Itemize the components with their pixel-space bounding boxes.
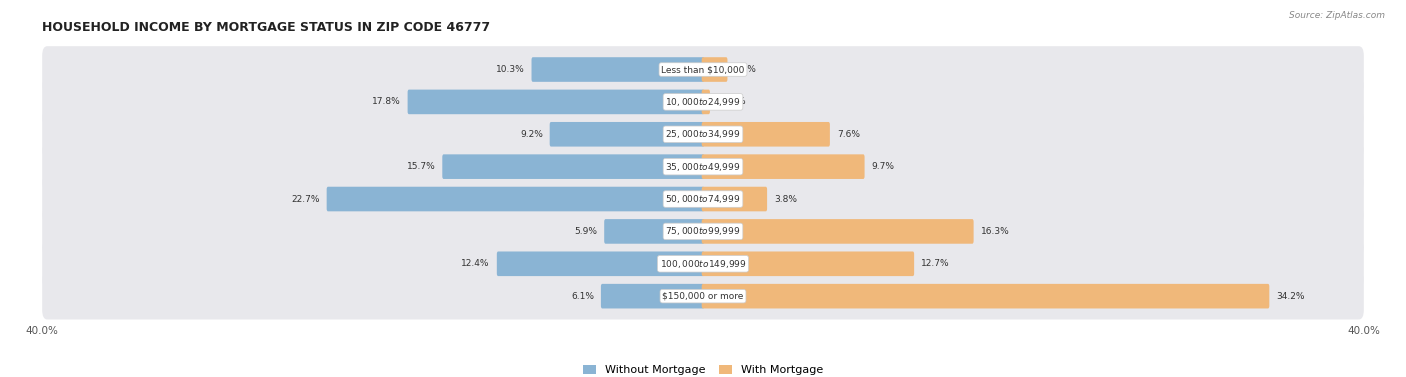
FancyBboxPatch shape	[443, 154, 704, 179]
Text: 10.3%: 10.3%	[496, 65, 524, 74]
Text: $50,000 to $74,999: $50,000 to $74,999	[665, 193, 741, 205]
Text: 6.1%: 6.1%	[571, 292, 593, 301]
Text: 15.7%: 15.7%	[406, 162, 436, 171]
FancyBboxPatch shape	[702, 251, 914, 276]
Text: 12.4%: 12.4%	[461, 259, 489, 268]
FancyBboxPatch shape	[702, 90, 710, 114]
FancyBboxPatch shape	[42, 78, 1364, 125]
FancyBboxPatch shape	[702, 57, 727, 82]
Text: 17.8%: 17.8%	[373, 97, 401, 106]
FancyBboxPatch shape	[42, 241, 1364, 287]
Text: $150,000 or more: $150,000 or more	[662, 292, 744, 301]
Text: 3.8%: 3.8%	[775, 195, 797, 204]
Text: 5.9%: 5.9%	[574, 227, 598, 236]
FancyBboxPatch shape	[550, 122, 704, 147]
FancyBboxPatch shape	[702, 122, 830, 147]
FancyBboxPatch shape	[702, 154, 865, 179]
Text: Less than $10,000: Less than $10,000	[661, 65, 745, 74]
Text: 9.7%: 9.7%	[872, 162, 894, 171]
FancyBboxPatch shape	[42, 46, 1364, 93]
FancyBboxPatch shape	[42, 273, 1364, 319]
FancyBboxPatch shape	[702, 187, 768, 211]
Text: 7.6%: 7.6%	[837, 130, 860, 139]
Text: HOUSEHOLD INCOME BY MORTGAGE STATUS IN ZIP CODE 46777: HOUSEHOLD INCOME BY MORTGAGE STATUS IN Z…	[42, 21, 491, 34]
Text: $100,000 to $149,999: $100,000 to $149,999	[659, 258, 747, 270]
Text: 1.4%: 1.4%	[734, 65, 758, 74]
FancyBboxPatch shape	[605, 219, 704, 244]
FancyBboxPatch shape	[42, 208, 1364, 255]
Text: $35,000 to $49,999: $35,000 to $49,999	[665, 161, 741, 173]
FancyBboxPatch shape	[42, 143, 1364, 190]
FancyBboxPatch shape	[496, 251, 704, 276]
FancyBboxPatch shape	[702, 219, 973, 244]
Text: $25,000 to $34,999: $25,000 to $34,999	[665, 128, 741, 140]
FancyBboxPatch shape	[600, 284, 704, 308]
Text: $10,000 to $24,999: $10,000 to $24,999	[665, 96, 741, 108]
FancyBboxPatch shape	[702, 284, 1270, 308]
FancyBboxPatch shape	[326, 187, 704, 211]
Text: 22.7%: 22.7%	[291, 195, 319, 204]
FancyBboxPatch shape	[408, 90, 704, 114]
Text: Source: ZipAtlas.com: Source: ZipAtlas.com	[1289, 11, 1385, 20]
Text: 16.3%: 16.3%	[980, 227, 1010, 236]
Text: 34.2%: 34.2%	[1277, 292, 1305, 301]
FancyBboxPatch shape	[42, 111, 1364, 158]
FancyBboxPatch shape	[42, 176, 1364, 222]
FancyBboxPatch shape	[531, 57, 704, 82]
Legend: Without Mortgage, With Mortgage: Without Mortgage, With Mortgage	[582, 365, 824, 375]
Text: $75,000 to $99,999: $75,000 to $99,999	[665, 225, 741, 238]
Text: 0.34%: 0.34%	[717, 97, 745, 106]
Text: 9.2%: 9.2%	[520, 130, 543, 139]
Text: 12.7%: 12.7%	[921, 259, 949, 268]
